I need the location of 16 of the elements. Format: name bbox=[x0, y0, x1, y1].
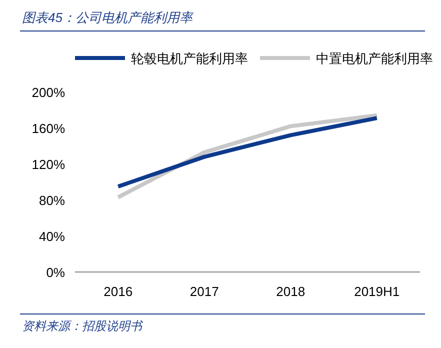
y-tick-label: 120% bbox=[32, 157, 66, 172]
y-tick-label: 40% bbox=[38, 229, 66, 244]
x-tick-label: 2018 bbox=[276, 284, 306, 299]
chart-title: 图表45：公司电机产能利用率 bbox=[22, 10, 194, 25]
x-tick-label: 2019H1 bbox=[354, 284, 400, 299]
legend-label: 中置电机产能利用率 bbox=[316, 51, 433, 66]
y-tick-label: 80% bbox=[38, 193, 66, 208]
y-tick-label: 200% bbox=[32, 85, 66, 100]
x-tick-label: 2016 bbox=[104, 284, 133, 299]
legend-label: 轮毂电机产能利用率 bbox=[131, 51, 248, 66]
text: 资料来源：招股说明书 bbox=[22, 319, 144, 333]
y-tick-label: 0% bbox=[46, 265, 66, 280]
y-tick-label: 160% bbox=[32, 121, 66, 136]
line-series bbox=[116, 113, 379, 200]
line-series bbox=[116, 116, 379, 188]
x-tick-label: 2017 bbox=[190, 284, 219, 299]
